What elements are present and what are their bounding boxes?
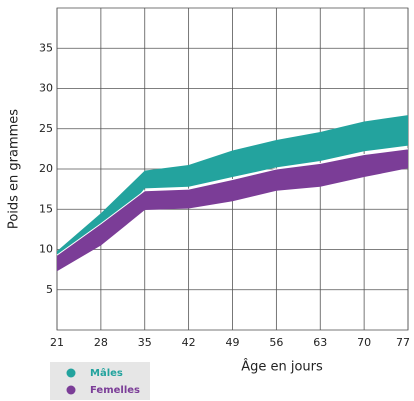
area-band [57, 115, 408, 268]
y-tick-label: 25 [39, 122, 53, 135]
legend-marker [66, 368, 76, 378]
x-axis-label: Âge en jours [241, 359, 323, 375]
y-tick-label: 20 [39, 162, 53, 175]
y-tick-label: 35 [39, 41, 53, 54]
female-upper-edge [56, 148, 409, 256]
legend-label: Mâles [90, 367, 123, 379]
x-tick-label: 70 [357, 336, 371, 349]
x-tick-label: 42 [182, 336, 196, 349]
area-band [57, 148, 408, 272]
x-tick-label: 35 [138, 336, 152, 349]
x-tick-label: 77 [396, 336, 410, 349]
x-tick-label: 56 [269, 336, 283, 349]
x-tick-label: 49 [226, 336, 240, 349]
legend-label: Femelles [90, 385, 140, 396]
y-tick-label: 10 [39, 243, 53, 256]
y-tick-label: 5 [46, 283, 53, 296]
x-tick-label: 28 [94, 336, 108, 349]
x-tick-label: 63 [313, 336, 327, 349]
y-tick-label: 30 [39, 82, 53, 95]
y-tick-label: 15 [39, 202, 53, 215]
legend-marker [66, 385, 76, 395]
y-axis-label: Poids en grammes [7, 109, 22, 229]
x-tick-label: 21 [50, 336, 64, 349]
legend-box [50, 362, 150, 400]
